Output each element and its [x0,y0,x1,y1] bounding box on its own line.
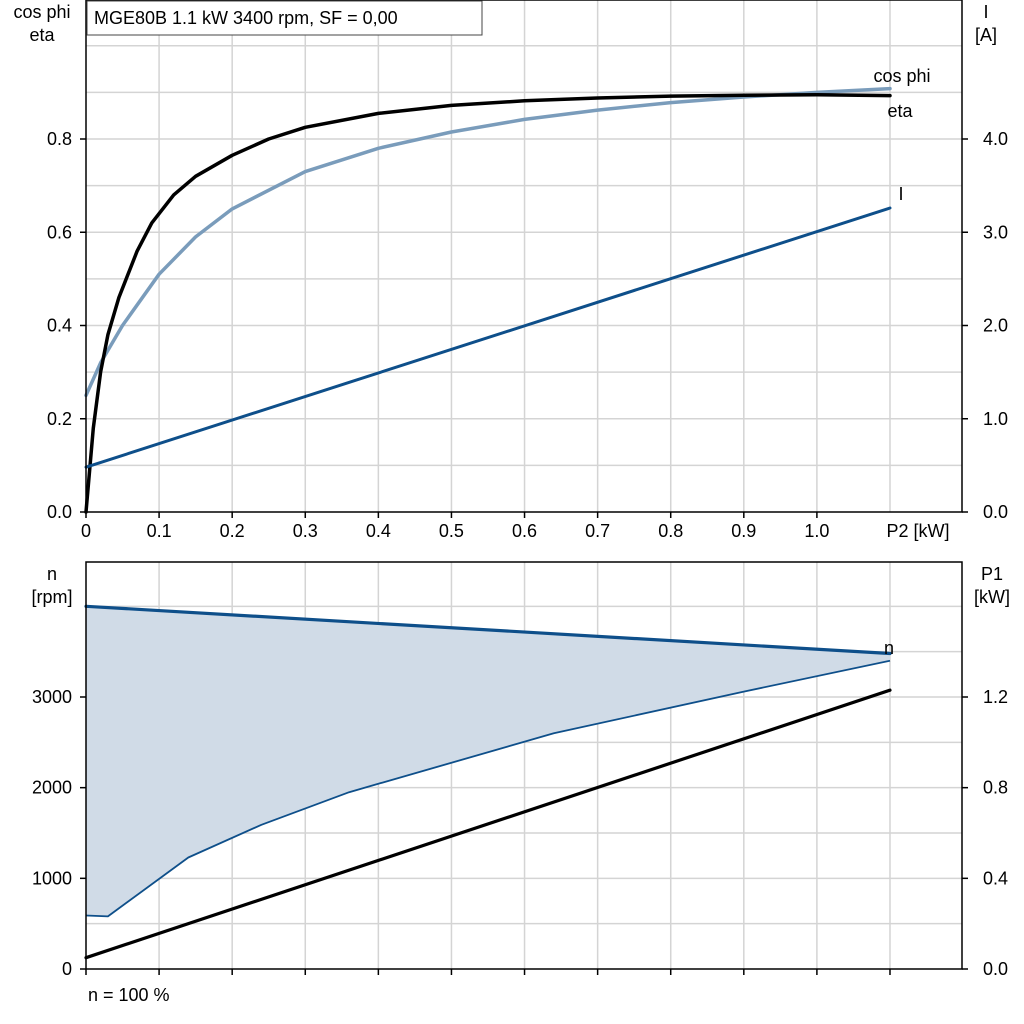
series-label-speed: n [884,638,894,658]
left-tick-label: 2000 [32,778,72,798]
top-chart-ticks: 0 0.1 0.2 0.3 0.4 0.5 0.6 0.7 0.8 0.9 1.0 0.0 0.2 0.4… [47,129,1008,541]
right-axis-label-current-unit: [A] [975,25,997,45]
series-label-eta: eta [887,101,913,121]
x-tick-label: 0.9 [731,521,756,541]
right-tick-label: 1.2 [983,687,1008,707]
x-tick-label: 0.1 [147,521,172,541]
right-tick-label: 2.0 [983,316,1008,336]
right-tick-label: 3.0 [983,222,1008,242]
bottom-chart-ticks: 0 1000 2000 3000 0.0 0.4 0.8 1.2 [32,687,1008,979]
bottom-chart-series [84,604,892,960]
x-tick-label: 0.5 [439,521,464,541]
left-tick-label: 0.6 [47,222,72,242]
right-tick-label: 0.0 [983,502,1008,522]
cosphi-curve [84,86,892,398]
x-tick-label: 1.0 [804,521,829,541]
x-tick-label: 0.3 [293,521,318,541]
x-tick-label: 0.4 [366,521,391,541]
speed-power-chart: 0 1000 2000 3000 0.0 0.4 0.8 1.2 n [rpm] P1 [kW… [31,561,1010,1005]
right-tick-label: 1.0 [983,409,1008,429]
left-tick-label: 1000 [32,868,72,888]
right-tick-label: 0.8 [983,778,1008,798]
x-tick-label: 0.6 [512,521,537,541]
x-tick-label: 0.2 [220,521,245,541]
x-tick-label: 0.8 [658,521,683,541]
top-chart-grid [86,0,962,512]
speed-footnote: n = 100 % [88,985,170,1005]
right-tick-label: 4.0 [983,129,1008,149]
eta-curve [84,92,892,514]
right-axis-label-p1-unit: [kW] [974,587,1010,607]
left-axis-label-speed-unit: [rpm] [31,587,72,607]
speed-range-area [86,606,890,917]
left-axis-label-eta: eta [29,25,55,45]
top-chart-series [84,86,892,514]
right-axis-label-p1: P1 [981,564,1003,584]
chart-title-box [86,0,483,36]
min-speed-curve [85,659,891,918]
series-label-cosphi: cos phi [873,66,930,86]
efficiency-current-chart: 0 0.1 0.2 0.3 0.4 0.5 0.6 0.7 0.8 0.9 1.0 0.0 0.2 0.4… [13,0,1008,541]
left-tick-label: 0.4 [47,316,72,336]
chart-title: MGE80B 1.1 kW 3400 rpm, SF = 0,00 [94,8,398,28]
left-axis-label-cosphi: cos phi [13,2,70,22]
series-label-current: I [898,184,903,204]
current-line [84,206,892,469]
x-tick-label: 0 [81,521,91,541]
left-tick-label: 0.0 [47,502,72,522]
left-tick-label: 3000 [32,687,72,707]
right-tick-label: 0.0 [983,959,1008,979]
right-tick-label: 0.4 [983,868,1008,888]
left-tick-label: 0 [62,959,72,979]
left-tick-label: 0.2 [47,409,72,429]
x-axis-label: P2 [kW] [886,521,949,541]
right-axis-label-current: I [983,2,988,22]
left-axis-label-speed: n [47,564,57,584]
x-tick-label: 0.7 [585,521,610,541]
speed-line [84,604,892,656]
p1-line [84,688,892,960]
left-tick-label: 0.8 [47,129,72,149]
